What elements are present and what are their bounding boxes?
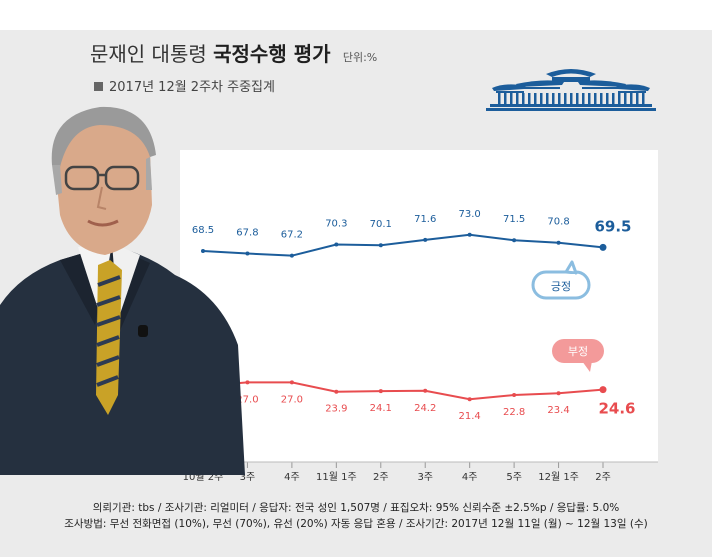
positive-data-label: 69.5: [594, 217, 631, 235]
negative-data-label: 23.9: [325, 404, 347, 415]
positive-point: [599, 243, 607, 251]
subtitle: 2017년 12월 2주차 주중집계: [94, 76, 275, 95]
positive-point: [289, 253, 294, 258]
positive-legend-bubble: [531, 270, 591, 300]
negative-data-label: 27.0: [281, 394, 303, 405]
president-portrait: [0, 106, 245, 475]
x-tick-label: 3주: [417, 472, 433, 483]
x-tick-label: 4주: [284, 472, 300, 483]
positive-point: [423, 237, 428, 242]
x-tick-label: 2주: [373, 472, 389, 483]
positive-point: [245, 251, 250, 256]
negative-data-label: 24.6: [598, 400, 635, 418]
positive-data-label: 70.1: [370, 219, 392, 230]
positive-data-label: 70.3: [325, 219, 347, 230]
series-line-positive: [202, 233, 604, 257]
plot-area: [180, 150, 658, 462]
negative-data-label: 22.8: [503, 407, 525, 418]
page-title: 문재인 대통령 국정수행 평가 단위:%: [90, 38, 377, 67]
title-plain: 문재인 대통령: [90, 42, 207, 66]
positive-point: [201, 249, 205, 253]
negative-point: [467, 397, 472, 402]
series-line-negative: [202, 381, 604, 401]
x-tick-label: 3주: [240, 472, 256, 483]
footer-line-2: 조사방법: 무선 전화면접 (10%), 무선 (70%), 유선 (20%) …: [64, 518, 648, 530]
negative-legend-bubble: [552, 339, 604, 363]
positive-point: [334, 242, 339, 247]
negative-point: [334, 389, 339, 394]
negative-data-label: 21.4: [459, 411, 481, 422]
x-tick-label: 4주: [462, 472, 478, 483]
negative-point: [556, 391, 561, 396]
blue-house-icon: [486, 69, 656, 111]
positive-data-label: 73.0: [459, 209, 481, 220]
positive-bubble-tail: [564, 260, 578, 275]
unit-label: 단위:%: [342, 51, 378, 64]
top-band: [0, 0, 712, 30]
positive-data-label: 68.5: [192, 225, 214, 236]
x-tick-label: 12월 1주: [538, 471, 579, 483]
positive-data-label: 71.5: [503, 214, 525, 225]
negative-point: [245, 380, 250, 385]
negative-point: [423, 388, 428, 393]
positive-point: [512, 238, 517, 243]
negative-point: [512, 393, 517, 397]
title-bold: 국정수행 평가: [213, 42, 331, 66]
negative-point: [378, 389, 383, 394]
positive-data-label: 71.6: [414, 214, 436, 225]
negative-point: [289, 380, 294, 385]
bullet-square-icon: [94, 82, 103, 91]
negative-point: [599, 386, 607, 394]
negative-legend-label: 부정: [568, 345, 588, 358]
negative-data-label: 24.1: [370, 403, 392, 414]
x-tick-label: 5주: [506, 472, 522, 483]
positive-data-label: 67.2: [281, 230, 303, 241]
negative-data-label: 24.2: [414, 403, 436, 414]
positive-point: [467, 232, 472, 237]
positive-data-label: 70.8: [547, 217, 569, 228]
x-tick-label: 2주: [595, 472, 611, 483]
positive-point: [378, 243, 383, 248]
positive-bubble-mask: [567, 274, 575, 278]
footer-notes: 의뢰기관: tbs / 조사기관: 리얼미터 / 응답자: 전국 성인 1,50…: [0, 500, 712, 532]
positive-legend-label: 긍정: [551, 280, 571, 293]
x-tick-label: 11월 1주: [316, 471, 357, 483]
positive-data-label: 67.8: [236, 228, 258, 239]
negative-data-label: 23.4: [547, 405, 569, 416]
positive-point: [556, 240, 561, 245]
footer-line-1: 의뢰기관: tbs / 조사기관: 리얼미터 / 응답자: 전국 성인 1,50…: [92, 502, 620, 514]
negative-bubble-tail: [582, 361, 592, 372]
subtitle-text: 2017년 12월 2주차 주중집계: [109, 80, 275, 95]
negative-data-label: 27.0: [236, 394, 258, 405]
